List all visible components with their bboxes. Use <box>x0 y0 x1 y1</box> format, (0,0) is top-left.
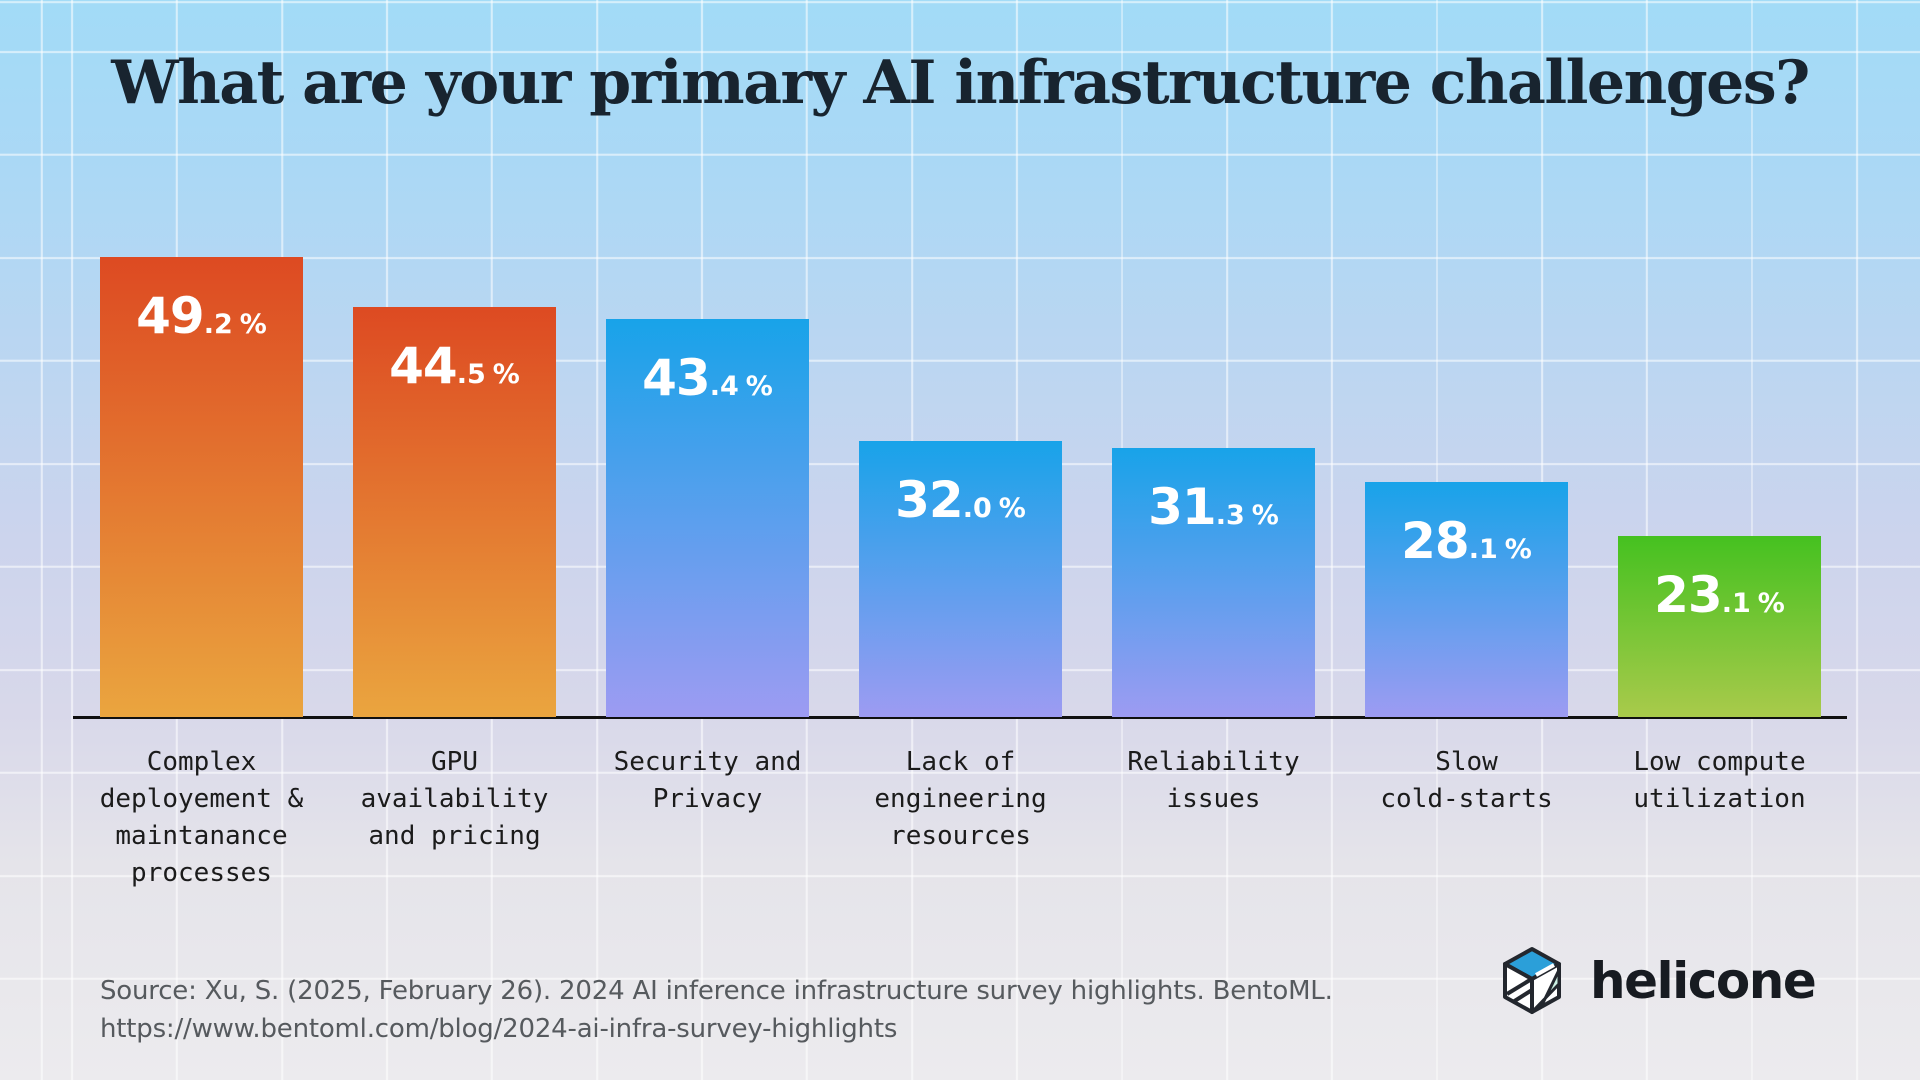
bar-5-category-label: Reliability issues <box>1072 744 1355 818</box>
category-label-line: and pricing <box>368 821 541 851</box>
bar-7: 23.1% <box>1618 536 1821 717</box>
helicone-wordmark: helicone <box>1590 952 1817 1010</box>
bar-4: 32.0% <box>859 441 1062 717</box>
bar-2: 44.5% <box>353 307 556 717</box>
category-label-line: Reliability <box>1127 747 1300 777</box>
category-label-line: utilization <box>1633 784 1806 814</box>
logo-left-stripe-line2 <box>1511 988 1534 1004</box>
bar-3-category-label: Security and Privacy <box>566 744 849 818</box>
category-label-line: maintanance <box>115 821 288 851</box>
category-label-line: processes <box>131 858 272 888</box>
bar-4-category-label: Lack of engineering resources <box>819 744 1102 855</box>
category-label-line: Complex <box>146 747 257 777</box>
x-axis-line <box>73 716 1847 719</box>
bar-value-label: 44.5% <box>389 337 520 395</box>
bar-value-label: 49.2% <box>136 287 267 345</box>
category-label-line: Privacy <box>652 784 763 814</box>
bar-value-label: 43.4% <box>642 349 773 407</box>
bar-value-label: 31.3% <box>1148 478 1279 536</box>
category-label-line: GPU <box>431 747 478 777</box>
category-label-line: Slow <box>1435 747 1498 777</box>
bar-6-category-label: Slow cold-starts <box>1325 744 1608 818</box>
logo-top-stripe-line <box>1535 963 1555 977</box>
bar-value-label: 32.0% <box>895 471 1026 529</box>
bar-6: 28.1% <box>1365 482 1568 717</box>
bar-value-label: 23.1% <box>1654 566 1785 624</box>
category-label-line: deployement & <box>99 784 304 814</box>
category-label-line: resources <box>890 821 1031 851</box>
category-label-line: engineering <box>874 784 1047 814</box>
chart-title: What are your primary AI infrastructure … <box>111 48 1810 118</box>
helicone-cube-icon <box>1503 947 1561 1014</box>
category-label-line: issues <box>1166 784 1261 814</box>
category-label-line: Lack of <box>905 747 1016 777</box>
bar-7-category-label: Low compute utilization <box>1578 744 1861 818</box>
logo-mint-stripe <box>1530 968 1561 1014</box>
category-label-line: Low compute <box>1633 747 1806 777</box>
category-label-line: cold-starts <box>1380 784 1553 814</box>
bar-3: 43.4% <box>606 319 809 717</box>
category-label-line: Security and <box>613 747 802 777</box>
logo-left-stripe-line1 <box>1505 978 1532 996</box>
source-line-1: Source: Xu, S. (2025, February 26). 2024… <box>100 976 1333 1006</box>
source-citation: Source: Xu, S. (2025, February 26). 2024… <box>100 972 1333 1048</box>
bar-5: 31.3% <box>1112 448 1315 717</box>
helicone-logo: helicone <box>1500 946 1817 1016</box>
source-line-2: https://www.bentoml.com/blog/2024-ai-inf… <box>100 1014 898 1044</box>
bar-value-label: 28.1% <box>1401 512 1532 570</box>
category-label-line: availability <box>360 784 549 814</box>
bar-1-category-label: Complex deployement & maintanance processes <box>60 744 343 892</box>
bar-1: 49.2% <box>100 257 303 717</box>
bar-2-category-label: GPU availability and pricing <box>313 744 596 855</box>
